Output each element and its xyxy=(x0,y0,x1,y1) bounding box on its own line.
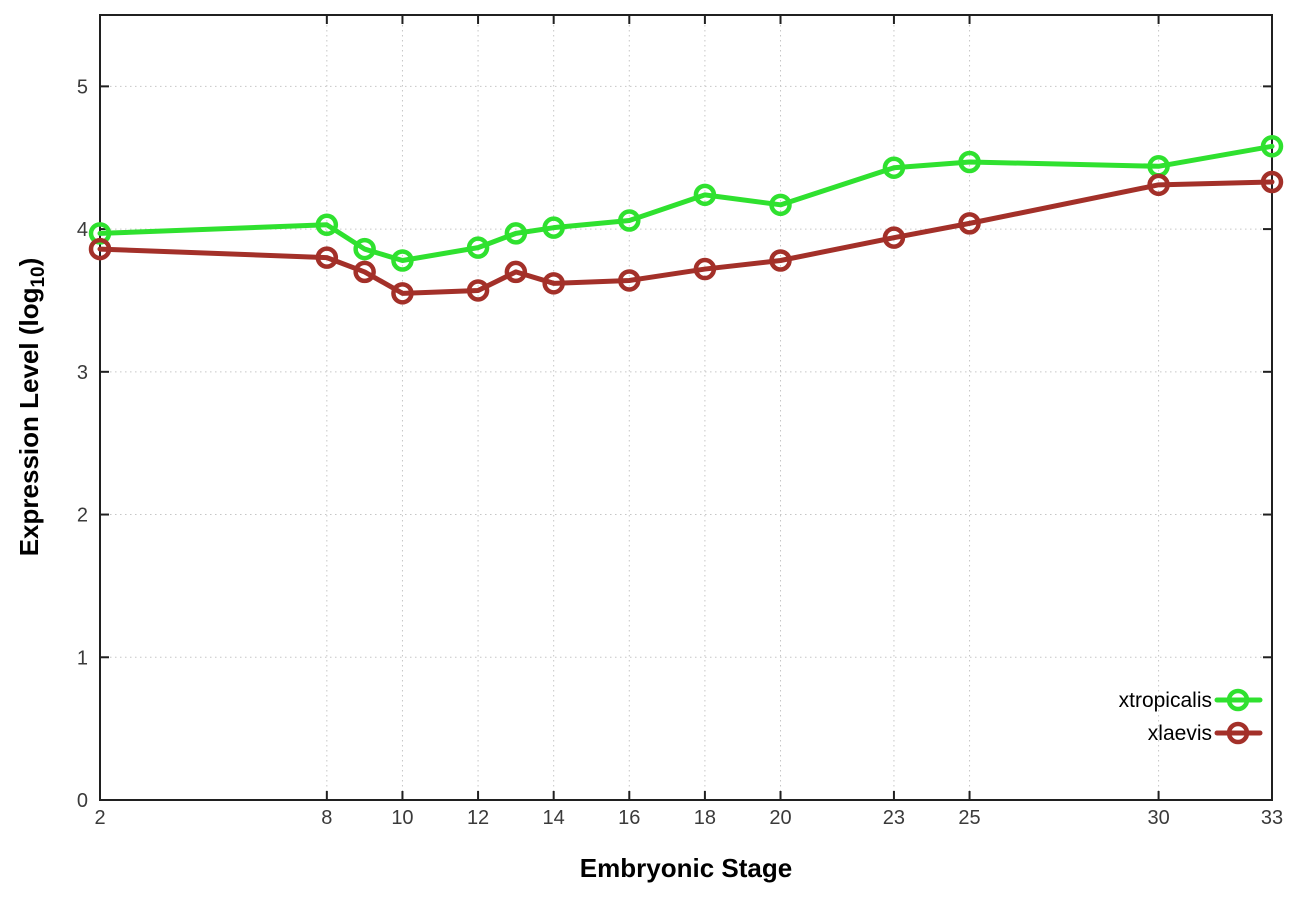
data-point-xlaevis xyxy=(391,282,414,305)
data-point-xtropicalis xyxy=(88,222,112,245)
y-tick-label: 1 xyxy=(77,647,88,669)
data-point-xlaevis xyxy=(542,272,565,295)
y-tick-label: 5 xyxy=(77,76,88,98)
data-point-xtropicalis xyxy=(353,237,376,261)
x-tick-label: 8 xyxy=(321,807,332,829)
x-tick-label: 25 xyxy=(958,807,980,829)
data-point-xtropicalis xyxy=(693,183,717,207)
x-tick-label: 14 xyxy=(543,807,565,829)
y-tick-label: 4 xyxy=(77,219,88,241)
data-point-xlaevis xyxy=(1147,173,1170,197)
data-point-xlaevis xyxy=(618,269,641,292)
data-point-xtropicalis xyxy=(315,213,339,237)
data-point-xlaevis xyxy=(466,279,490,302)
legend-label-xlaevis: xlaevis xyxy=(1148,722,1212,745)
data-point-xtropicalis xyxy=(466,236,490,259)
data-point-xtropicalis xyxy=(504,222,528,245)
data-point-xlaevis xyxy=(353,260,376,284)
data-point-xtropicalis xyxy=(769,193,792,217)
legend-sample-marker-xtropicalis xyxy=(1226,688,1250,712)
x-tick-label: 12 xyxy=(467,807,489,829)
x-tick-label: 2 xyxy=(94,807,105,829)
y-tick-label: 3 xyxy=(77,362,88,384)
data-point-xtropicalis xyxy=(1260,135,1284,158)
gridlines-layer xyxy=(99,15,1273,800)
data-point-xlaevis xyxy=(504,260,528,284)
x-tick-label: 33 xyxy=(1261,807,1283,829)
data-point-xlaevis xyxy=(693,257,717,281)
data-point-xtropicalis xyxy=(391,249,414,272)
x-tick-label: 23 xyxy=(883,807,905,829)
data-point-xtropicalis xyxy=(618,209,641,232)
y-tick-label: 2 xyxy=(77,505,88,527)
data-point-xlaevis xyxy=(882,226,906,249)
x-tick-label: 10 xyxy=(391,807,413,829)
data-point-xlaevis xyxy=(88,237,112,261)
x-tick-label: 16 xyxy=(618,807,640,829)
legend: xtropicalis xlaevis xyxy=(1119,688,1263,745)
data-point-xtropicalis xyxy=(882,156,906,179)
y-axis-label: Expression Level (log10) xyxy=(14,258,49,557)
data-point-xlaevis xyxy=(769,249,792,272)
legend-label-xtropicalis: xtropicalis xyxy=(1119,689,1212,712)
series-layer xyxy=(88,135,1284,305)
data-point-xtropicalis xyxy=(958,150,981,174)
plot-border xyxy=(99,14,1273,801)
data-point-xlaevis xyxy=(315,246,339,269)
legend-sample-marker-xlaevis xyxy=(1226,721,1250,745)
y-tick-label: 0 xyxy=(77,790,88,812)
x-tick-label: 18 xyxy=(694,807,716,829)
x-axis-label: Embryonic Stage xyxy=(580,853,792,883)
data-point-xlaevis xyxy=(1260,170,1284,194)
x-tick-label: 20 xyxy=(769,807,791,829)
series-line-xtropicalis xyxy=(97,143,1275,263)
x-tick-label: 30 xyxy=(1147,807,1169,829)
data-point-xlaevis xyxy=(958,212,981,235)
data-point-xtropicalis xyxy=(542,216,565,239)
